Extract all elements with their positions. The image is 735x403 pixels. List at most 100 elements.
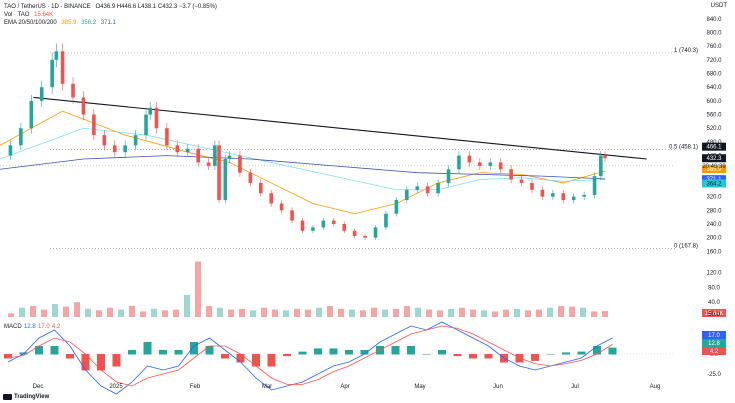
trend-line (33, 96, 647, 160)
volume-bar (569, 306, 575, 317)
candle-body (123, 145, 127, 153)
volume-bar (404, 305, 410, 317)
candle-body (217, 145, 221, 201)
volume-bar (316, 307, 322, 317)
volume-bar (338, 308, 344, 317)
price-tick-label: 600.0 (706, 99, 722, 105)
macd-hist-bar (236, 354, 245, 363)
candle-body (154, 107, 159, 129)
vol-label: Vol · TAO (4, 12, 30, 18)
ema20-value: 385.9 (61, 20, 77, 26)
volume-bar (283, 310, 289, 317)
price-tick-label: 800.0 (706, 31, 722, 37)
volume-bar (8, 313, 14, 317)
volume-bar (470, 309, 476, 317)
candle-body (81, 97, 86, 115)
candle-body (144, 114, 148, 136)
fib-level-label: 0.5 (458.1) (669, 144, 698, 150)
candle-body (54, 51, 59, 60)
hist-value: 4.2 (52, 324, 61, 330)
macd-tag-bg (702, 331, 726, 339)
candle-body (509, 169, 513, 180)
macd-hist-bar (112, 354, 121, 367)
volume-bar (393, 308, 399, 317)
volume-bar (591, 311, 597, 317)
candle-body (8, 145, 13, 156)
volume-tick-label: 120.0 (706, 271, 722, 277)
price-tag-p1-bg (702, 142, 726, 151)
macd-hist-bar (593, 346, 601, 355)
price-tick-label: 160.0 (706, 249, 722, 255)
candle-body (457, 155, 461, 170)
macd-hist-bar (484, 354, 493, 359)
volume-bar (118, 309, 124, 317)
volume-bar (41, 309, 47, 317)
volume-bar (173, 309, 179, 317)
price-tick-label: 280.0 (706, 208, 722, 214)
macd-label: MACD (4, 324, 22, 330)
candle-body (279, 203, 284, 211)
volume-bar (261, 307, 267, 317)
volume-bar (195, 261, 201, 317)
price-tick-label: 840.0 (706, 17, 722, 23)
ema100-value: 371.1 (100, 20, 116, 26)
candle-body (352, 230, 357, 236)
candle-body (599, 155, 603, 177)
candle-body (133, 135, 138, 146)
x-tick-label: Jun (493, 384, 503, 390)
macd-hist-bar (562, 352, 570, 355)
fib-level-label: 1 (740.3) (674, 48, 698, 54)
volume-bar (448, 308, 454, 317)
macd-hist-bar (252, 354, 260, 367)
signal-value: 17.0 (38, 324, 50, 330)
x-tick-label: Dec (33, 384, 44, 390)
last-price-tag-bg (702, 154, 726, 163)
fib-level-label: 0 (167.8) (674, 244, 698, 250)
macd-hist-bar (453, 354, 462, 357)
signal-line (7, 325, 613, 387)
candle-body (269, 193, 274, 204)
price-tick-label: 680.0 (706, 72, 722, 78)
volume-bar (415, 307, 421, 317)
candle-body (498, 162, 503, 170)
macd-line (7, 321, 613, 395)
volume-bar (217, 307, 223, 317)
candle-body (582, 194, 586, 197)
price-tick-label: 320.0 (706, 195, 722, 201)
volume-bar (437, 310, 443, 317)
volume-bar (206, 305, 212, 317)
candle-body (175, 145, 180, 153)
macd-hist-bar (407, 346, 415, 355)
volume-bar (305, 309, 311, 317)
countdown-label: 20:40:39 (702, 164, 726, 170)
macd-hist-bar (4, 354, 12, 359)
candle-body (478, 162, 482, 166)
macd-hist-bar (314, 348, 322, 355)
x-tick-label: Mar (262, 384, 272, 390)
volume-bar (492, 311, 498, 317)
volume-bar (30, 305, 36, 317)
x-tick-label: Apr (340, 384, 349, 390)
volume-bar (514, 308, 520, 317)
volume-bar (426, 309, 432, 317)
tradingview-logo: TradingView (3, 394, 49, 400)
volume-bar (107, 307, 113, 317)
candle-body (384, 213, 388, 228)
ema50-tag: 364.2 (706, 182, 722, 188)
macd-hist-bar (159, 350, 167, 355)
volume-bar (481, 310, 487, 317)
macd-hist-bar (329, 348, 338, 355)
candle-body (227, 155, 232, 160)
volume-header: Vol · TAO 15.64K (4, 11, 56, 19)
macd-hist-bar (577, 351, 586, 355)
candle-body (571, 196, 576, 201)
candle-body (300, 220, 305, 231)
candle-body (373, 227, 378, 238)
volume-bar (162, 310, 168, 317)
candle-body (29, 100, 34, 129)
candle-body (321, 220, 326, 228)
x-tick-label: Jul (571, 384, 579, 390)
macd-hist-bar (391, 346, 400, 355)
candle-body (603, 155, 607, 159)
